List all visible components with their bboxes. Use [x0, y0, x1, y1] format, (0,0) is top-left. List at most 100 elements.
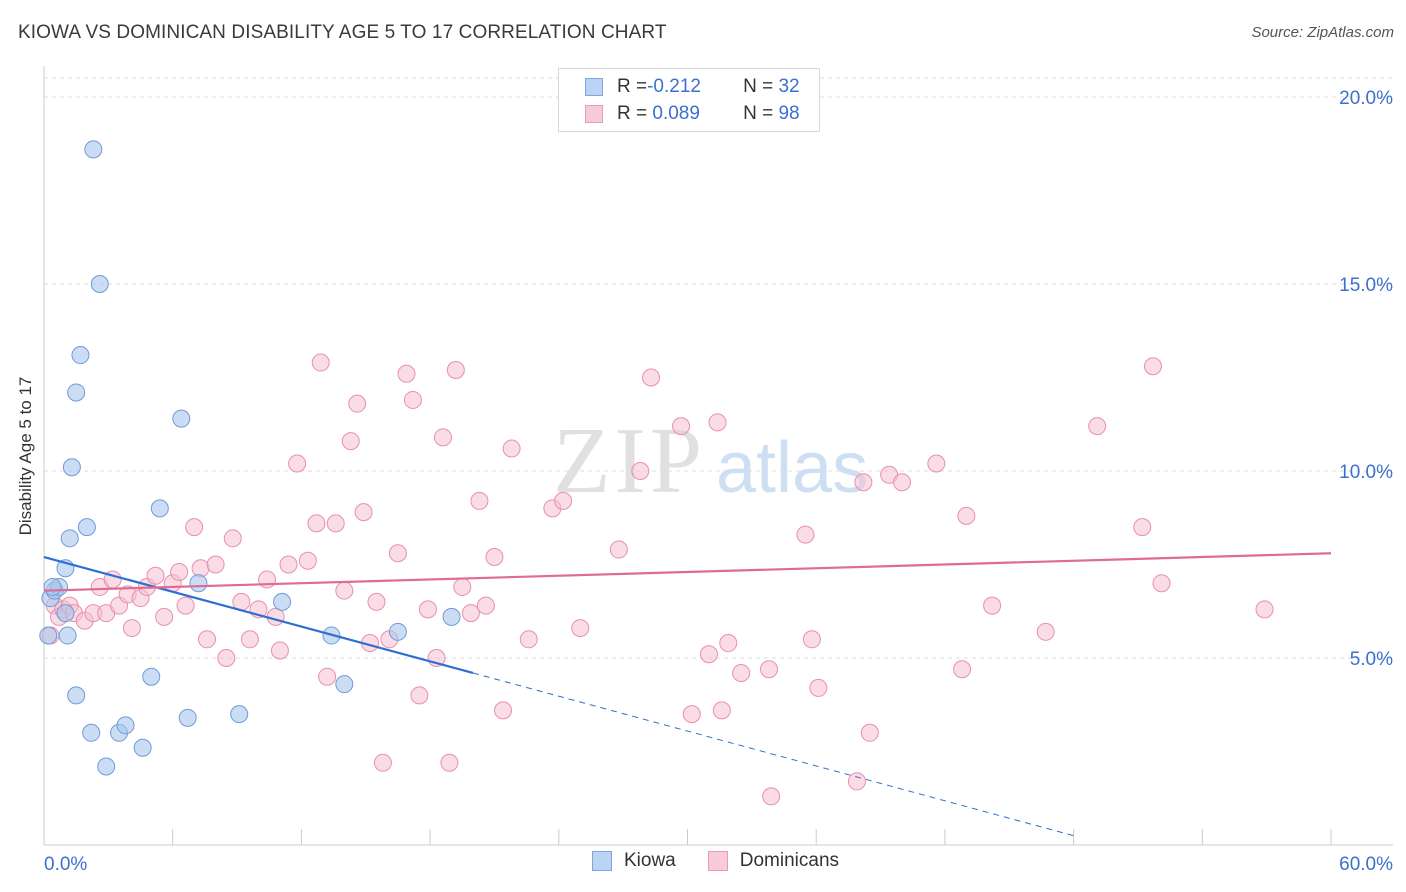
dominicans-point: [476, 596, 495, 615]
dominicans-n-value: 98: [778, 103, 800, 124]
source-label: Source: ZipAtlas.com: [1251, 24, 1394, 41]
dominicans-point: [732, 663, 751, 682]
dominicans-point: [631, 462, 650, 480]
kiowa-point: [90, 275, 109, 293]
dominicans-legend-icon: [707, 851, 728, 871]
dominicans-point: [446, 361, 465, 380]
watermark-atlas: atlas: [716, 428, 868, 508]
kiowa-point: [82, 723, 101, 742]
dominicans-point: [170, 562, 189, 581]
kiowa-point: [150, 499, 169, 518]
dominicans-point: [854, 473, 873, 492]
dominicans-point: [847, 772, 866, 791]
dominicans-n-label: N =: [743, 103, 779, 124]
dominicans-point: [860, 723, 879, 742]
kiowa-point: [58, 626, 77, 645]
dominicans-point: [809, 678, 828, 697]
dominicans-swatch-icon: [585, 105, 603, 123]
dominicans-point: [367, 592, 386, 611]
dominicans-point: [699, 645, 718, 664]
dominicans-point: [326, 514, 345, 533]
dominicans-point: [554, 491, 573, 510]
kiowa-point: [62, 458, 81, 477]
dominicans-point: [609, 540, 628, 559]
dominicans-point: [279, 555, 298, 574]
dominicans-point: [983, 596, 1002, 615]
dominicans-point: [1133, 518, 1152, 537]
kiowa-trend-line: [43, 555, 474, 675]
dominicans-point: [318, 667, 337, 686]
dominicans-point: [122, 619, 141, 638]
dominicans-point: [298, 551, 317, 570]
dominicans-point: [185, 518, 204, 537]
dominicans-point: [802, 630, 821, 649]
kiowa-point: [60, 529, 79, 548]
dominicans-point: [485, 548, 504, 567]
kiowa-point: [442, 607, 461, 626]
kiowa-legend-icon: [592, 851, 612, 871]
x-tick-label: 60.0%: [1339, 854, 1393, 875]
dominicans-point: [762, 787, 781, 806]
kiowa-swatch-icon: [585, 78, 603, 96]
dominicans-point: [1255, 600, 1274, 619]
kiowa-r-label: R =: [617, 76, 648, 97]
tick-labels: 5.0% 10.0% 15.0% 20.0% 0.0% 60.0%: [44, 88, 1393, 875]
kiowa-n-value: 32: [778, 76, 800, 97]
dominicans-point: [341, 432, 360, 451]
axes: [43, 66, 1393, 846]
dominicans-point: [348, 394, 367, 413]
kiowa-point: [178, 708, 197, 727]
x-tick-label: 0.0%: [44, 854, 87, 875]
dominicans-point: [1036, 622, 1055, 641]
y-tick-label: 10.0%: [1339, 462, 1393, 483]
dominicans-point: [335, 581, 354, 600]
dominicans-point: [1143, 357, 1162, 376]
dominicans-point: [760, 660, 779, 679]
dominicans-trend-line: [43, 552, 1332, 592]
trend-lines: [43, 552, 1332, 837]
dominicans-point: [146, 566, 165, 585]
dominicans-point: [461, 604, 480, 623]
dominicans-point: [571, 619, 590, 638]
kiowa-point: [189, 574, 208, 593]
kiowa-n-label: N =: [743, 76, 779, 97]
dominicans-points: [41, 353, 1274, 806]
kiowa-point: [133, 738, 152, 757]
kiowa-point: [388, 622, 407, 641]
dominicans-point: [410, 686, 429, 705]
dominicans-point: [206, 555, 225, 574]
dominicans-point: [453, 577, 472, 596]
kiowa-point: [39, 626, 58, 645]
kiowa-point: [84, 140, 103, 159]
kiowa-point: [67, 686, 86, 705]
dominicans-point: [502, 439, 521, 458]
dominicans-point: [388, 544, 407, 563]
dominicans-point: [708, 413, 727, 432]
dominicans-point: [191, 559, 210, 578]
kiowa-trend-extension: [472, 672, 1074, 837]
kiowa-point: [335, 675, 354, 694]
dominicans-point: [672, 417, 691, 436]
stats-legend: R = -0.212 N = 32 R = 0.089 N = 98: [558, 68, 820, 132]
legend-row-kiowa: R = -0.212 N = 32: [585, 74, 800, 100]
dominicans-point: [240, 630, 259, 649]
dominicans-point: [440, 753, 459, 772]
dominicans-point: [957, 506, 976, 525]
kiowa-point: [97, 757, 116, 776]
kiowa-point: [116, 716, 135, 735]
kiowa-point: [43, 577, 62, 596]
legend-row-dominicans: R = 0.089 N = 98: [585, 101, 800, 127]
dominicans-point: [373, 753, 392, 772]
y-tick-label: 5.0%: [1350, 649, 1393, 670]
dominicans-point: [953, 660, 972, 679]
kiowa-point: [67, 383, 86, 402]
dominicans-point: [354, 503, 373, 522]
dominicans-point: [470, 491, 489, 510]
dominicans-r-label: R =: [617, 103, 648, 124]
dominicans-point: [1088, 417, 1107, 436]
kiowa-point: [56, 604, 75, 623]
dominicans-point: [270, 641, 289, 660]
dominicans-point: [519, 630, 538, 649]
dominicans-point: [198, 630, 217, 649]
kiowa-point: [230, 705, 249, 724]
